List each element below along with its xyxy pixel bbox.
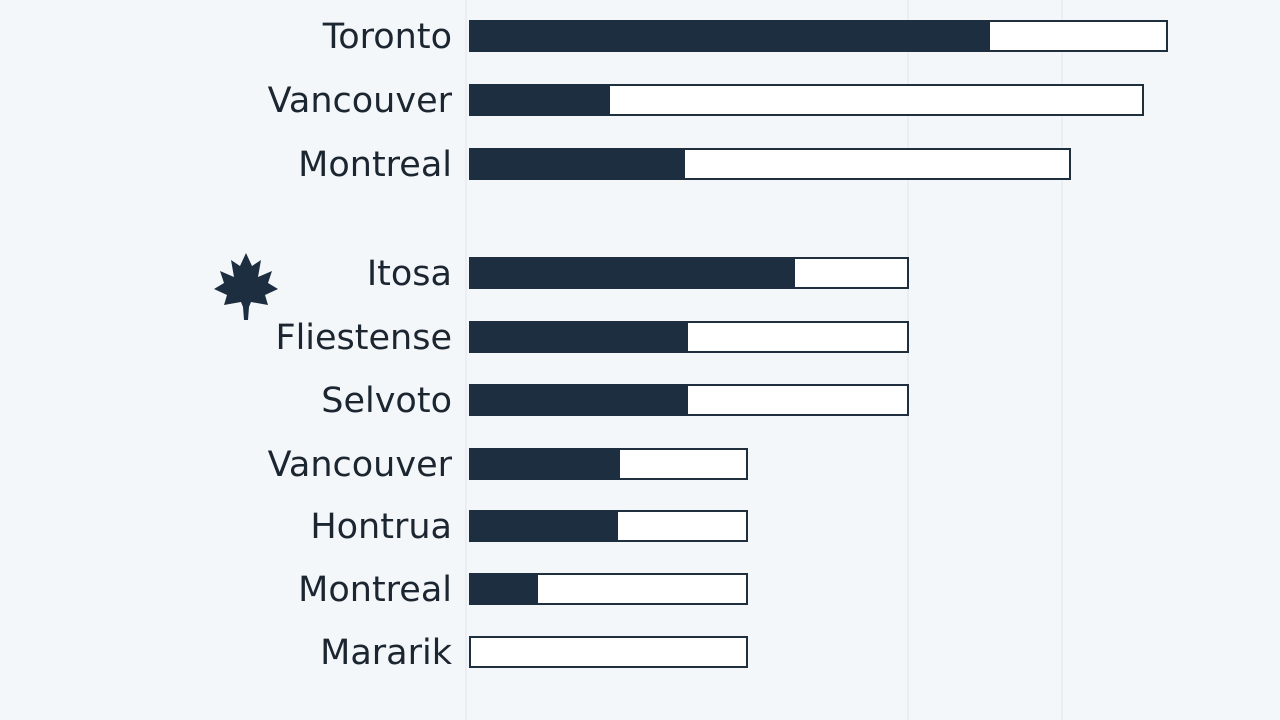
- maple-leaf-icon: [214, 253, 278, 320]
- category-label: Mararik: [320, 633, 453, 673]
- category-label: Selvoto: [321, 381, 452, 421]
- category-label: Vancouver: [268, 445, 453, 485]
- bar: [470, 21, 990, 51]
- bar: [470, 258, 795, 288]
- category-label: Hontrua: [310, 507, 452, 547]
- bar: [470, 85, 610, 115]
- category-label: Montreal: [298, 145, 452, 185]
- bar: [470, 449, 620, 479]
- bar: [470, 574, 538, 604]
- bars-layer: [469, 20, 1168, 668]
- bar: [470, 149, 685, 179]
- bar: [470, 385, 688, 415]
- category-label: Itosa: [367, 254, 452, 294]
- category-label: Toronto: [322, 17, 452, 57]
- labels-layer: Toronto Vancouver Montreal Itosa Fliestense S…: [268, 17, 453, 673]
- category-label: Montreal: [298, 570, 452, 610]
- bar: [470, 511, 618, 541]
- category-label: Fliestense: [275, 318, 452, 358]
- bar: [470, 322, 688, 352]
- category-label: Vancouver: [268, 81, 453, 121]
- bar-track: [469, 636, 748, 668]
- grid-layer: [465, 0, 1063, 720]
